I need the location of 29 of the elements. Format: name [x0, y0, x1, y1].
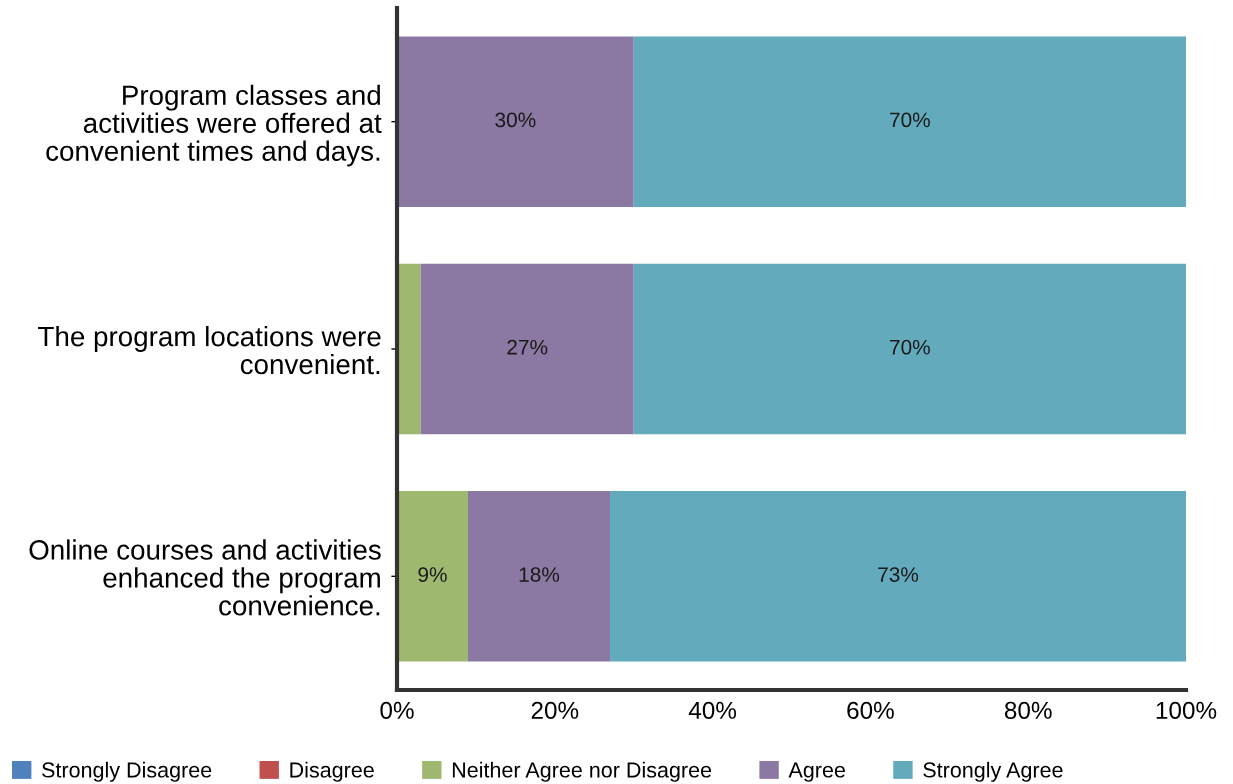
bar: [610, 491, 1186, 662]
y-tick-label: Online courses and activities enhanced the program convenience.: [29, 539, 381, 616]
legend-label: Strongly Agree: [923, 761, 1063, 782]
x-tick-label: 40%: [688, 701, 737, 719]
bar: [420, 263, 634, 435]
y-tick-label: The program locations were convenient.: [38, 325, 381, 375]
x-tick-label: 80%: [1004, 701, 1052, 719]
legend-label: Disagree: [290, 761, 374, 782]
x-tick-label: 0%: [380, 701, 414, 719]
bar: [633, 263, 1186, 435]
bar: [633, 36, 1186, 207]
data-label: 73%: [878, 567, 919, 582]
x-tick-label: 100%: [1156, 701, 1217, 719]
x-tick-label: 60%: [847, 701, 894, 719]
bar: [397, 36, 634, 207]
legend-label: Neither Agree nor Disagree: [452, 761, 712, 782]
bar: [468, 491, 611, 662]
data-label: 9%: [418, 567, 447, 582]
x-tick-label: 20%: [531, 701, 579, 719]
legend-label: Agree: [788, 762, 845, 782]
y-tick-label: Program classes and activities were offered at convenient times and days.: [46, 84, 382, 167]
data-label: 30%: [495, 112, 536, 128]
legend-label: Strongly Disagree: [42, 761, 212, 782]
data-label: 27%: [507, 339, 548, 355]
data-label: 18%: [519, 567, 560, 582]
data-label: 70%: [890, 339, 930, 355]
bar: [397, 491, 469, 662]
data-label: 70%: [890, 112, 930, 128]
bar: [397, 263, 421, 435]
